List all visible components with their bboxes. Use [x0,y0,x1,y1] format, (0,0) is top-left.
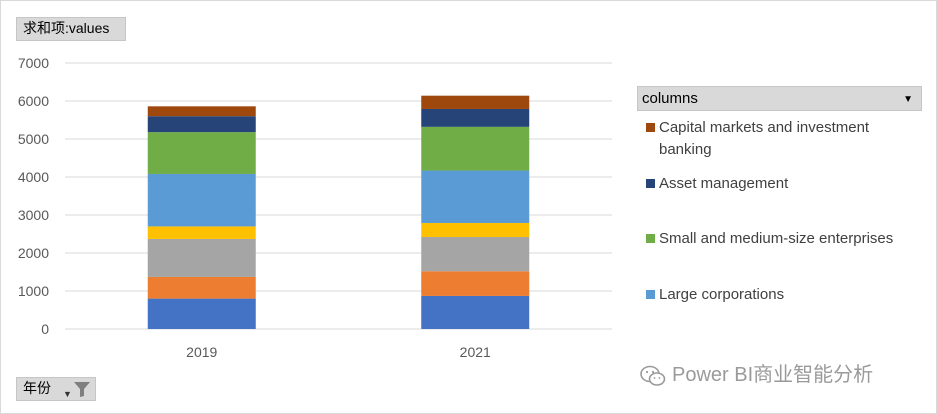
y-tick-label: 1000 [18,283,49,299]
bar-segment [147,132,256,174]
bar-segment [147,276,256,299]
value-field-label: 求和项:values [23,20,110,36]
bar-segment [147,238,256,277]
legend-swatch [646,123,655,132]
legend-label: Capital markets and investment banking [659,119,870,158]
dropdown-arrow-icon[interactable]: ▼ [63,389,72,399]
y-tick-label: 0 [41,321,49,337]
bar-segment [421,170,530,223]
x-tick-label: 2019 [186,344,217,360]
y-tick-label: 4000 [18,169,49,185]
bar-segment [421,295,530,329]
x-tick-label: 2021 [460,344,491,360]
bar-segment [147,173,256,227]
bar-segment [421,126,530,171]
dropdown-arrow-icon[interactable]: ▼ [903,94,913,105]
y-tick-label: 6000 [18,93,49,109]
legend-label: Small and medium-size enterprises [659,230,894,247]
bar-segment [147,226,256,239]
year-field-button[interactable]: 年份 ▼ [16,377,96,401]
y-tick-label: 2000 [18,245,49,261]
y-tick-label: 3000 [18,207,49,223]
bar-segment [421,108,530,127]
y-tick-label: 5000 [18,131,49,147]
bar-segment [147,106,256,117]
filter-icon[interactable] [73,381,91,398]
legend-field-button[interactable]: columns ▼ [637,86,922,111]
y-tick-label: 7000 [18,55,49,71]
legend-label: Large corporations [659,286,785,303]
legend-swatch [646,290,655,299]
watermark: Power BI商业智能分析 [640,358,873,387]
legend-swatch [646,179,655,188]
year-field-label: 年份 [23,380,51,396]
legend-swatch [646,234,655,243]
bar-segment [421,271,530,296]
bar-segment [421,237,530,272]
legend-field-label: columns [642,90,698,107]
value-field-button[interactable]: 求和项:values [16,17,126,41]
bar-segment [421,222,530,238]
bar-segment [421,95,530,109]
wechat-icon [640,365,666,386]
bar-segment [147,116,256,133]
bar-segment [147,298,256,329]
legend-label: Asset management [659,175,789,192]
watermark-text: Power BI商业智能分析 [672,364,874,386]
